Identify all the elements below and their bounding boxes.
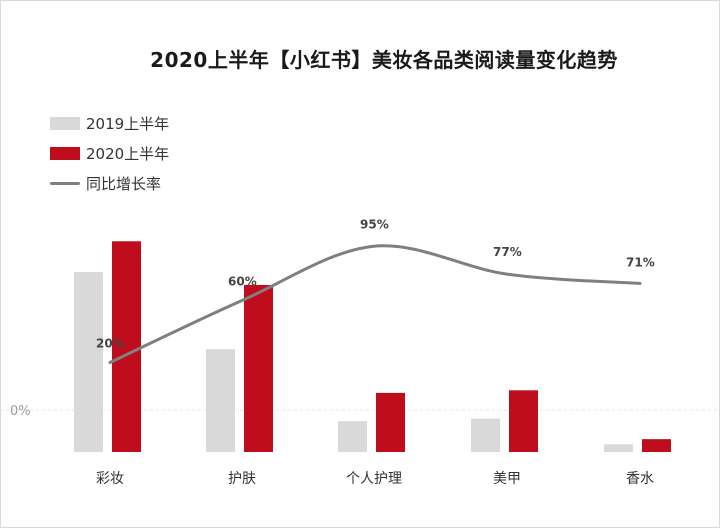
- growth-rate-label-5: 71%: [626, 255, 655, 269]
- legend-label-2020: 2020上半年: [86, 144, 170, 163]
- chart-title: 2020上半年【小红书】美妆各品类阅读量变化趋势: [150, 48, 618, 72]
- bar-2020-4: [509, 390, 538, 452]
- growth-rate-label-4: 77%: [493, 245, 522, 259]
- legend-item-2019: 2019上半年: [50, 108, 169, 138]
- category-label-1: 彩妆: [96, 471, 124, 487]
- growth-rate-label-3: 95%: [360, 217, 389, 231]
- growth-rate-label-1: 20%: [96, 337, 125, 351]
- bar-2020-5: [642, 439, 671, 452]
- category-label-3: 个人护理: [346, 471, 402, 487]
- legend-label-2019: 2019上半年: [86, 114, 170, 133]
- bar-2019-2: [206, 349, 235, 452]
- category-label-2: 护肤: [228, 471, 256, 487]
- zero-axis-label: 0%: [10, 404, 31, 419]
- legend-swatch-2019: [50, 116, 80, 130]
- legend-swatch-2020: [50, 146, 80, 160]
- legend: 2019上半年 2020上半年 同比增长率: [50, 108, 169, 198]
- growth-rate-labels: 20% 60% 95% 77% 71%: [96, 217, 655, 350]
- growth-rate-line: [108, 244, 642, 364]
- category-label-5: 香水: [626, 471, 654, 487]
- growth-rate-label-2: 60%: [228, 275, 257, 289]
- bar-2020-1: [112, 241, 141, 452]
- legend-item-growth: 同比增长率: [50, 168, 169, 198]
- bar-2019-1: [74, 272, 103, 452]
- bar-2019-4: [471, 418, 500, 452]
- bar-2019-3: [338, 421, 367, 452]
- legend-label-growth: 同比增长率: [86, 174, 162, 193]
- legend-item-2020: 2020上半年: [50, 138, 169, 168]
- bar-2019-5: [604, 444, 633, 452]
- bar-2020-3: [376, 392, 405, 452]
- bars-group: [74, 241, 671, 452]
- legend-swatch-growth: [50, 181, 80, 185]
- category-label-4: 美甲: [493, 471, 521, 487]
- bar-2020-2: [244, 284, 273, 452]
- category-labels: 彩妆 护肤 个人护理 美甲 香水: [96, 471, 654, 487]
